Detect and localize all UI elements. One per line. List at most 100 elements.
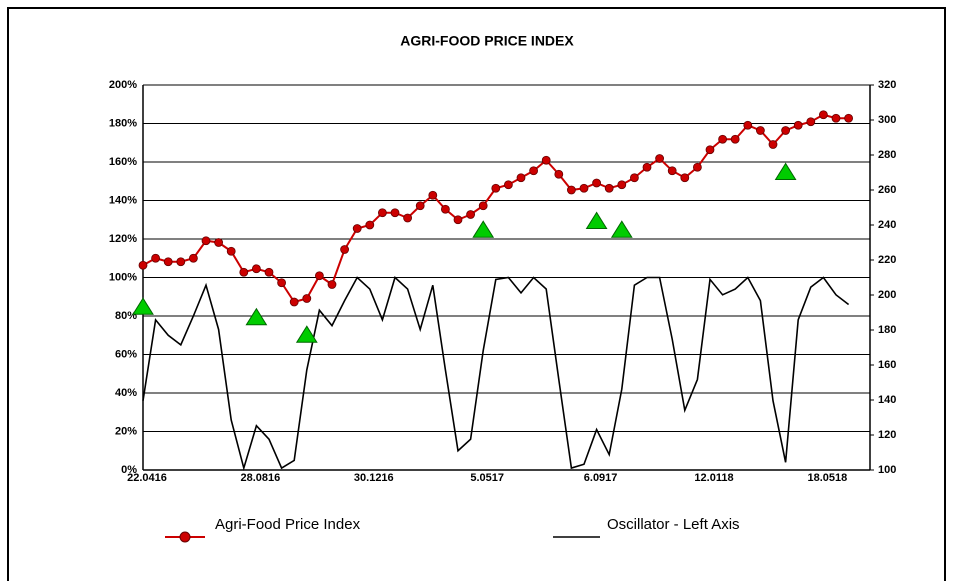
x-tick-label: 6.0917 bbox=[584, 472, 618, 484]
data-point bbox=[793, 120, 803, 130]
data-point bbox=[768, 140, 778, 149]
data-point bbox=[667, 166, 677, 176]
data-point bbox=[491, 183, 501, 193]
data-point bbox=[806, 117, 816, 127]
x-tick-label: 30.1216 bbox=[354, 472, 394, 484]
data-point bbox=[503, 180, 513, 190]
data-point bbox=[844, 113, 853, 123]
data-point bbox=[428, 190, 438, 200]
data-point bbox=[365, 220, 375, 230]
data-point bbox=[188, 253, 198, 263]
data-point bbox=[642, 162, 652, 172]
data-point bbox=[655, 154, 664, 163]
chart-title: AGRI-FOOD PRICE INDEX bbox=[400, 33, 574, 49]
signal-marker bbox=[585, 211, 608, 229]
x-tick-label: 18.0518 bbox=[808, 472, 848, 484]
data-point bbox=[239, 267, 249, 277]
x-tick-label: 5.0517 bbox=[470, 472, 504, 484]
data-point bbox=[730, 134, 740, 144]
y-tick-label: 100% bbox=[109, 271, 137, 283]
data-point bbox=[314, 271, 324, 281]
series-line bbox=[142, 276, 850, 472]
data-point bbox=[277, 278, 287, 288]
data-point bbox=[340, 245, 350, 254]
data-point bbox=[138, 260, 148, 270]
data-point bbox=[478, 201, 488, 211]
data-point bbox=[163, 257, 173, 267]
legend-label: Agri-Food Price Index bbox=[215, 516, 361, 533]
y2-tick-label: 300 bbox=[878, 114, 896, 126]
data-point bbox=[352, 224, 362, 233]
y-tick-label: 40% bbox=[115, 387, 137, 399]
data-point bbox=[453, 215, 463, 225]
data-point bbox=[756, 126, 765, 135]
y-tick-label: 80% bbox=[115, 310, 137, 322]
x-tick-label: 22.0416 bbox=[127, 472, 167, 484]
data-point bbox=[415, 201, 425, 211]
series-line bbox=[142, 113, 849, 304]
data-point bbox=[680, 173, 690, 183]
data-point bbox=[705, 145, 715, 155]
x-tick-label: 28.0816 bbox=[241, 472, 281, 484]
legend bbox=[165, 531, 600, 543]
data-point bbox=[604, 183, 614, 193]
y-tick-label: 180% bbox=[109, 117, 137, 129]
data-point bbox=[176, 257, 186, 267]
data-point bbox=[718, 134, 727, 144]
y2-tick-label: 320 bbox=[878, 79, 896, 91]
data-point bbox=[289, 297, 299, 307]
data-point bbox=[541, 155, 551, 165]
signal-marker bbox=[132, 297, 154, 315]
data-point bbox=[567, 185, 576, 195]
y-tick-label: 160% bbox=[109, 156, 137, 168]
legend-marker bbox=[179, 531, 191, 543]
data-point bbox=[554, 169, 564, 179]
signal-marker bbox=[610, 220, 633, 238]
y2-tick-label: 260 bbox=[878, 184, 896, 196]
data-point bbox=[264, 267, 274, 277]
data-point bbox=[251, 264, 261, 274]
data-point bbox=[226, 246, 236, 256]
data-point bbox=[579, 183, 589, 193]
y-tick-label: 0% bbox=[121, 464, 137, 476]
y2-tick-label: 220 bbox=[878, 254, 896, 266]
data-point bbox=[377, 208, 387, 218]
data-point bbox=[440, 204, 450, 214]
data-point bbox=[693, 162, 702, 172]
data-point bbox=[781, 126, 790, 135]
y2-tick-label: 180 bbox=[878, 324, 896, 336]
data-point bbox=[403, 213, 413, 223]
data-point bbox=[743, 120, 753, 130]
y2-tick-label: 160 bbox=[878, 359, 896, 371]
y2-tick-label: 140 bbox=[878, 394, 896, 406]
signal-marker bbox=[295, 325, 318, 343]
data-point bbox=[390, 208, 400, 218]
data-point bbox=[819, 110, 828, 120]
data-point bbox=[151, 253, 161, 263]
y2-tick-label: 100 bbox=[878, 464, 896, 476]
data-point bbox=[831, 113, 841, 123]
frame bbox=[7, 7, 946, 581]
data-point bbox=[592, 178, 601, 188]
y2-tick-label: 240 bbox=[878, 219, 896, 231]
y2-tick-label: 200 bbox=[878, 289, 896, 301]
data-point bbox=[617, 180, 627, 190]
data-point bbox=[201, 236, 211, 246]
y-tick-label: 20% bbox=[115, 425, 137, 437]
data-point bbox=[630, 173, 639, 183]
data-point bbox=[466, 210, 476, 219]
data-point bbox=[516, 173, 526, 183]
data-point bbox=[214, 238, 224, 247]
y-tick-label: 120% bbox=[109, 233, 137, 245]
signal-marker bbox=[774, 162, 797, 180]
signal-marker bbox=[472, 220, 495, 238]
signal-marker bbox=[245, 307, 268, 326]
y2-tick-label: 280 bbox=[878, 149, 896, 161]
y-tick-label: 60% bbox=[115, 348, 137, 360]
y-tick-label: 200% bbox=[109, 79, 137, 91]
y-tick-label: 140% bbox=[109, 194, 137, 206]
y2-tick-label: 120 bbox=[878, 429, 896, 441]
legend-label: Oscillator - Left Axis bbox=[607, 516, 740, 533]
